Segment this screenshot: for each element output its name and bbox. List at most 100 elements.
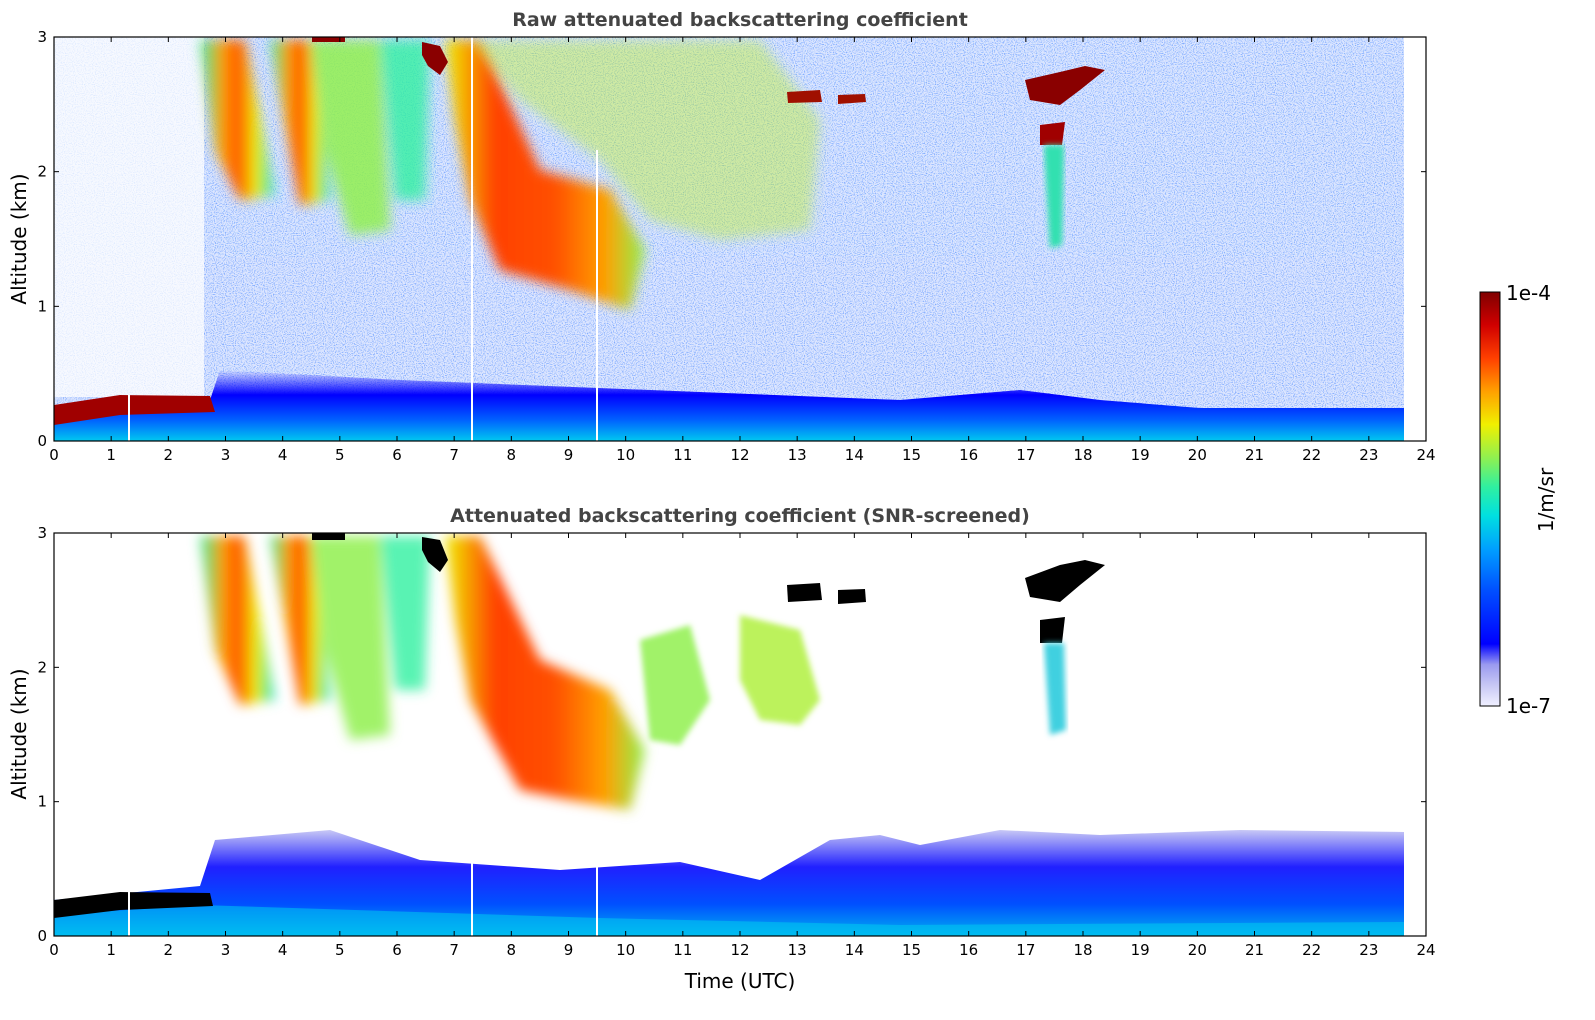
bottom-x-tick-label: 21 xyxy=(1245,941,1264,959)
top-x-tick-label: 5 xyxy=(335,446,345,464)
bottom-x-tick-label: 12 xyxy=(730,941,749,959)
top-x-tick-label: 13 xyxy=(788,446,807,464)
colorbar-gradient xyxy=(1479,291,1501,707)
bottom-y-tick-label: 2 xyxy=(37,658,47,676)
top-y-axis-label: Altitude (km) xyxy=(7,173,31,304)
top-dark-patch-1 xyxy=(422,42,448,75)
top-data-gap-2 xyxy=(471,37,473,441)
bottom-x-tick-label: 1 xyxy=(106,941,116,959)
bottom-cirrus-streaks xyxy=(200,536,430,740)
top-x-tick-label: 4 xyxy=(278,446,288,464)
bottom-thin-clouds xyxy=(640,615,820,745)
top-x-tick-label: 22 xyxy=(1302,446,1321,464)
bottom-x-tick-label: 5 xyxy=(335,941,345,959)
top-x-tick-label: 23 xyxy=(1359,446,1378,464)
bottom-dark-patch-3 xyxy=(787,583,822,602)
top-dark-patch-3 xyxy=(787,90,822,103)
bottom-fog-layer xyxy=(54,892,213,918)
top-x-tick-label: 19 xyxy=(1131,446,1150,464)
top-cirrus-streaks xyxy=(200,40,430,235)
top-x-tick-label: 10 xyxy=(616,446,635,464)
bottom-x-tick-label: 10 xyxy=(616,941,635,959)
top-x-tick-label: 12 xyxy=(730,446,749,464)
top-x-tick-label: 14 xyxy=(845,446,864,464)
bottom-altocumulus xyxy=(1025,560,1105,602)
top-x-tick-label: 8 xyxy=(507,446,517,464)
bottom-data-gap-3 xyxy=(596,860,598,936)
bottom-boundary-layer xyxy=(54,830,1404,936)
top-boundary-layer xyxy=(54,370,1404,441)
top-data-gap-1 xyxy=(128,395,130,441)
bottom-data-gap-1 xyxy=(128,890,130,936)
top-x-tick-label: 6 xyxy=(392,446,402,464)
top-x-tick-label: 9 xyxy=(564,446,574,464)
top-x-tick-label: 24 xyxy=(1416,446,1435,464)
bottom-axes: 0 1 2 3 4 5 6 7 8 9 10 11 12 13 14 15 16 17 18 19 20 21 22 23 24… xyxy=(37,524,1435,959)
colorbar-max-label: 1e-4 xyxy=(1506,281,1551,305)
top-axes: 0 1 2 3 4 5 6 7 8 9 10 11 12 13 14 15 16 17 18 19 20 21 22 23 24… xyxy=(37,28,1435,464)
bottom-data-gap-2 xyxy=(471,860,473,936)
bottom-surface-layer xyxy=(54,905,1404,936)
top-x-tick-label: 2 xyxy=(164,446,174,464)
bottom-virga xyxy=(1044,643,1066,735)
top-clear-region xyxy=(54,37,204,397)
bottom-altocumulus-lower xyxy=(1040,617,1065,643)
bottom-dark-patch-1 xyxy=(422,537,448,572)
top-altocumulus-lower xyxy=(1040,122,1065,145)
bottom-x-tick-label: 11 xyxy=(673,941,692,959)
colorbar-unit-label: 1/m/sr xyxy=(1534,467,1558,532)
bottom-y-tick-label: 1 xyxy=(37,793,47,811)
bottom-x-tick-label: 6 xyxy=(392,941,402,959)
top-virga xyxy=(1044,145,1064,248)
top-y-tick-label: 3 xyxy=(37,28,47,46)
bottom-x-tick-label: 2 xyxy=(164,941,174,959)
top-y-tick-label: 1 xyxy=(37,297,47,315)
bottom-y-tick-label: 0 xyxy=(37,927,47,945)
top-x-tick-label: 0 xyxy=(49,446,59,464)
top-x-tick-label: 7 xyxy=(449,446,459,464)
bottom-x-tick-label: 0 xyxy=(49,941,59,959)
top-dark-patch-2 xyxy=(312,37,345,42)
bottom-x-tick-label: 14 xyxy=(845,941,864,959)
bottom-x-tick-label: 3 xyxy=(221,941,231,959)
bottom-dark-patch-2 xyxy=(312,533,345,540)
top-x-tick-label: 17 xyxy=(1016,446,1035,464)
top-x-tick-label: 11 xyxy=(673,446,692,464)
bottom-panel-title: Attenuated backscattering coefficient (S… xyxy=(450,505,1030,527)
bottom-dark-patch-4 xyxy=(838,589,866,604)
top-fog-layer xyxy=(54,395,215,425)
bottom-x-tick-label: 7 xyxy=(449,941,459,959)
top-heatmap xyxy=(54,37,1404,441)
top-cirrus-descending xyxy=(445,40,820,310)
top-data-gap-3 xyxy=(596,150,598,441)
colorbar-min-label: 1e-7 xyxy=(1506,694,1551,718)
bottom-y-axis-label: Altitude (km) xyxy=(7,668,31,799)
top-y-tick-label: 2 xyxy=(37,163,47,181)
bottom-x-tick-label: 17 xyxy=(1016,941,1035,959)
bottom-x-tick-label: 20 xyxy=(1188,941,1207,959)
bottom-x-tick-label: 24 xyxy=(1416,941,1435,959)
top-x-tick-label: 21 xyxy=(1245,446,1264,464)
bottom-x-tick-label: 15 xyxy=(902,941,921,959)
top-x-tick-label: 16 xyxy=(959,446,978,464)
top-x-tick-label: 3 xyxy=(221,446,231,464)
top-x-tick-label: 15 xyxy=(902,446,921,464)
bottom-x-tick-label: 9 xyxy=(564,941,574,959)
top-x-tick-label: 20 xyxy=(1188,446,1207,464)
bottom-x-tick-label: 18 xyxy=(1073,941,1092,959)
colorbar: 1e-4 1e-7 1/m/sr xyxy=(1479,281,1558,718)
bottom-x-tick-label: 16 xyxy=(959,941,978,959)
bottom-x-tick-label: 19 xyxy=(1131,941,1150,959)
bottom-x-axis-label: Time (UTC) xyxy=(684,969,796,993)
bottom-heatmap xyxy=(54,533,1404,936)
top-altocumulus xyxy=(1025,66,1105,105)
top-dark-patch-4 xyxy=(838,94,866,104)
bottom-x-tick-label: 13 xyxy=(788,941,807,959)
bottom-cirrus-descending xyxy=(445,536,645,810)
bottom-x-tick-label: 4 xyxy=(278,941,288,959)
bottom-x-tick-label: 23 xyxy=(1359,941,1378,959)
top-panel-title: Raw attenuated backscattering coefficien… xyxy=(512,9,968,31)
top-y-tick-label: 0 xyxy=(37,432,47,450)
bottom-y-tick-label: 3 xyxy=(37,524,47,542)
